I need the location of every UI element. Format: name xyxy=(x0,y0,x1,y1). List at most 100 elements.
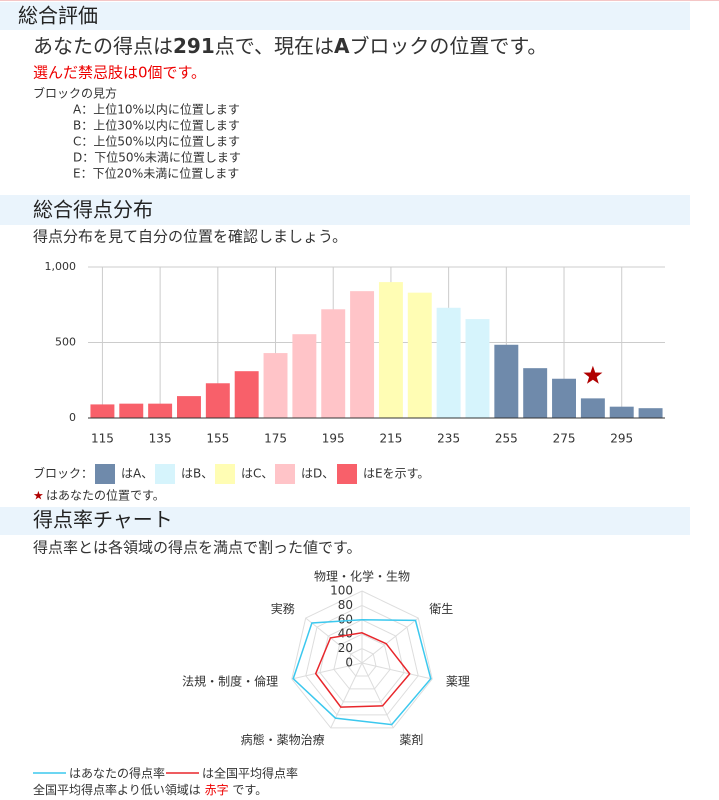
spoke xyxy=(291,662,363,680)
axis-label: 衛生 xyxy=(429,602,453,616)
bar xyxy=(205,383,230,418)
block-guide-item: C：上位50%以内に位置します xyxy=(73,134,240,149)
bar xyxy=(407,292,432,418)
score: 291 xyxy=(173,34,215,58)
r-tick-label: 80 xyxy=(338,598,353,612)
bar xyxy=(465,319,490,418)
x-tick-label: 275 xyxy=(553,432,576,446)
legend-entry: はB、 xyxy=(181,467,213,481)
legend-swatch xyxy=(155,464,175,484)
section-subtitle: 得点分布を見て自分の位置を確認しましょう。 xyxy=(33,228,347,246)
bar xyxy=(638,408,663,418)
bar xyxy=(436,307,461,418)
legend-swatch xyxy=(275,464,295,484)
y-tick-label: 0 xyxy=(69,411,76,424)
bar xyxy=(177,396,201,418)
x-tick-label: 255 xyxy=(495,432,518,446)
legend-entry: はC、 xyxy=(241,467,273,481)
bar xyxy=(350,291,375,418)
y-tick-label: 1,000 xyxy=(45,260,77,273)
section-header-bg xyxy=(0,507,690,535)
bar xyxy=(609,406,634,418)
r-tick-label: 40 xyxy=(338,627,353,641)
x-tick-label: 115 xyxy=(91,432,114,446)
legend-swatch xyxy=(337,464,357,484)
section-header-bg xyxy=(0,195,690,225)
bar xyxy=(148,403,173,418)
bar xyxy=(321,309,346,418)
bar xyxy=(523,368,548,418)
spoke xyxy=(361,662,433,680)
bar xyxy=(263,353,288,418)
bar xyxy=(234,371,259,418)
bar xyxy=(292,334,317,418)
bar xyxy=(378,282,403,418)
legend-swatch xyxy=(95,464,115,484)
y-tick-label: 500 xyxy=(55,336,76,349)
section-title: 総合得点分布 xyxy=(33,198,153,222)
text: 全国平均得点率より低い領域は xyxy=(33,782,205,797)
x-tick-label: 235 xyxy=(437,432,460,446)
block-guide: A：上位10%以内に位置しますB：上位30%以内に位置しますC：上位50%以内に… xyxy=(73,102,241,181)
grid-ring xyxy=(319,619,405,703)
axis-label: 法規・制度・倫理 xyxy=(182,674,278,689)
section-subtitle: 得点率とは各領域の得点を満点で割った値です。 xyxy=(33,539,362,557)
series-area xyxy=(314,632,411,708)
block-guide-item: E：下位20%未満に位置します xyxy=(73,166,239,181)
section-header-bg xyxy=(0,2,690,30)
legend-entry: はあなたの得点率 xyxy=(69,766,165,781)
grid-ring xyxy=(291,590,433,729)
axis-label: 物理・化学・生物 xyxy=(314,569,410,584)
legend-label: ブロック： xyxy=(33,466,93,481)
block-guide-item: A：上位10%以内に位置します xyxy=(73,102,240,117)
text: あなたの得点は xyxy=(33,34,173,58)
axis-label: 病態・薬物治療 xyxy=(241,732,325,747)
series-area xyxy=(292,619,432,726)
note-symbol: ★ xyxy=(33,489,44,503)
x-tick-label: 175 xyxy=(264,432,287,446)
bar xyxy=(90,404,115,418)
bar-chart: 0 500 1,000 115 135 155 175 195 215 235 255 275 295 ブ… xyxy=(33,260,665,503)
spoke xyxy=(361,617,419,664)
footer-note: 全国平均得点率より低い領域は 赤字 です。 xyxy=(33,782,267,797)
axis-label: 薬剤 xyxy=(399,732,423,747)
text: ブロックの位置です。 xyxy=(349,34,547,58)
legend-swatch xyxy=(215,464,235,484)
legend-entry: はA、 xyxy=(121,467,153,481)
bar xyxy=(119,403,144,418)
r-tick-label: 0 xyxy=(345,656,353,670)
score-line: あなたの得点は291点で、現在はAブロックの位置です。 xyxy=(33,34,547,58)
spoke xyxy=(361,662,394,729)
block-guide-item: B：上位30%以内に位置します xyxy=(73,118,240,133)
r-tick-label: 60 xyxy=(338,612,353,626)
legend-entry: は全国平均得点率 xyxy=(202,766,298,781)
block: A xyxy=(334,34,350,58)
bar xyxy=(552,378,576,418)
x-tick-label: 155 xyxy=(206,432,229,446)
x-tick-label: 295 xyxy=(610,432,633,446)
note-text: はあなたの位置です。 xyxy=(46,488,165,503)
grid-ring xyxy=(333,633,391,690)
r-tick-label: 20 xyxy=(338,641,353,655)
spoke xyxy=(305,617,363,664)
x-tick-label: 195 xyxy=(322,432,345,446)
text: 点で、現在は xyxy=(215,34,334,58)
section-title: 総合評価 xyxy=(18,4,98,28)
block-guide-title: ブロックの見方 xyxy=(33,86,117,101)
legend-entry: はD、 xyxy=(301,467,334,481)
axis-label: 薬理 xyxy=(446,675,470,689)
red-text: 赤字 xyxy=(205,782,229,797)
bar xyxy=(580,398,605,418)
x-tick-label: 215 xyxy=(379,432,402,446)
spoke xyxy=(330,662,363,729)
text: です。 xyxy=(229,783,268,797)
legend-entry: はEを示す。 xyxy=(363,467,429,481)
position-marker xyxy=(583,365,603,384)
axis-label: 実務 xyxy=(271,601,295,616)
x-tick-label: 135 xyxy=(149,432,172,446)
bar xyxy=(494,344,519,418)
forbidden-count: 選んだ禁忌肢は0個です。 xyxy=(33,64,206,82)
grid-ring xyxy=(347,648,377,677)
